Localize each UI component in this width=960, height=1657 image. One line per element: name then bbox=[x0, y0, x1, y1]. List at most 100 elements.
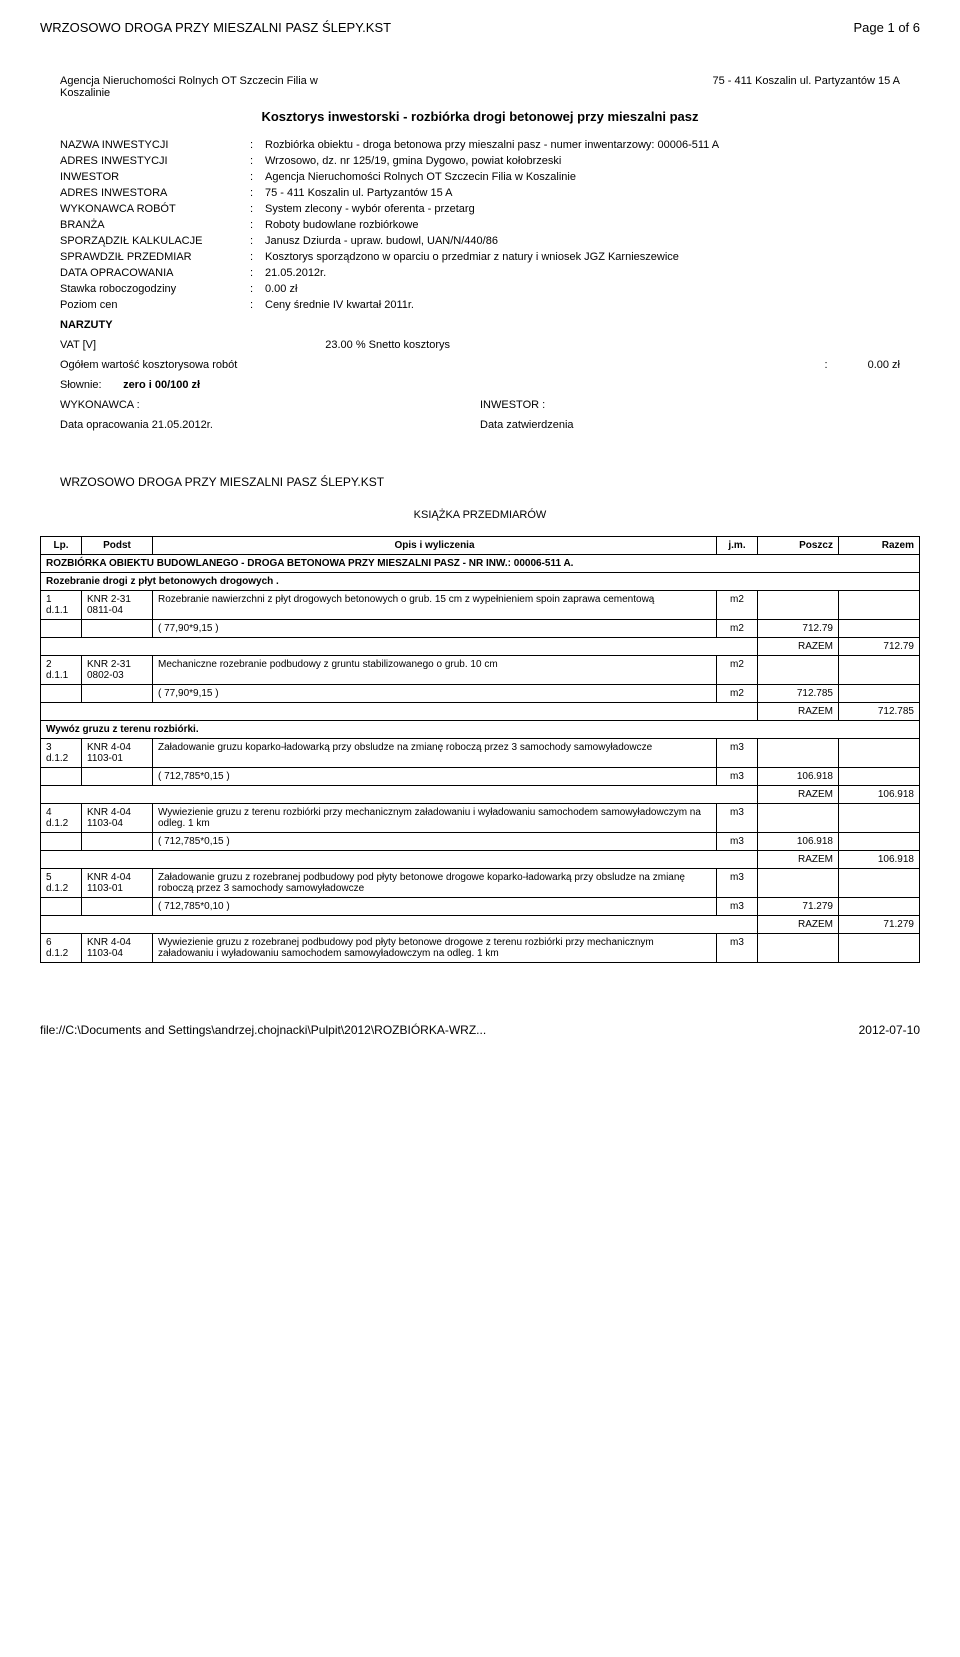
cell-poszcz: 712.79 bbox=[758, 620, 839, 638]
cell-poszcz: 71.279 bbox=[758, 898, 839, 916]
cell-podst: KNR 2-31 0802-03 bbox=[82, 656, 153, 685]
table-header-row: Lp. Podst Opis i wyliczenia j.m. Poszcz … bbox=[41, 537, 920, 555]
table-row: ( 712,785*0,10 ) m3 71.279 bbox=[41, 898, 920, 916]
razem-value: 106.918 bbox=[839, 786, 920, 804]
field-label: NAZWA INWESTYCJI bbox=[60, 139, 250, 151]
field-value: 75 - 411 Koszalin ul. Partyzantów 15 A bbox=[265, 187, 900, 199]
section-row: Wywóz gruzu z terenu rozbiórki. bbox=[41, 721, 920, 739]
field-value: Rozbiórka obiektu - droga betonowa przy … bbox=[265, 139, 900, 151]
wykonawca-label: WYKONAWCA : bbox=[60, 399, 480, 411]
th-poszcz: Poszcz bbox=[758, 537, 839, 555]
field-value: Wrzosowo, dz. nr 125/19, gmina Dygowo, p… bbox=[265, 155, 900, 167]
th-lp: Lp. bbox=[41, 537, 82, 555]
slownie-label: Słownie: bbox=[60, 379, 120, 391]
razem-label: RAZEM bbox=[758, 851, 839, 869]
field-label: WYKONAWCA ROBÓT bbox=[60, 203, 250, 215]
razem-row: RAZEM 106.918 bbox=[41, 786, 920, 804]
inwestor-date: Data zatwierdzenia bbox=[480, 419, 900, 431]
th-opis: Opis i wyliczenia bbox=[153, 537, 717, 555]
agency-addr: 75 - 411 Koszalin ul. Partyzantów 15 A bbox=[712, 75, 900, 99]
przedmiar-table: Lp. Podst Opis i wyliczenia j.m. Poszcz … bbox=[40, 536, 920, 963]
razem-row: RAZEM 71.279 bbox=[41, 916, 920, 934]
cell-poszcz bbox=[758, 591, 839, 620]
cell-lp: 2 d.1.1 bbox=[41, 656, 82, 685]
field-value: Roboty budowlane rozbiórkowe bbox=[265, 219, 900, 231]
field-value: System zlecony - wybór oferenta - przeta… bbox=[265, 203, 900, 215]
agency-block: Agencja Nieruchomości Rolnych OT Szczeci… bbox=[40, 75, 920, 99]
cell-jm: m2 bbox=[717, 685, 758, 703]
inwestor-label: INWESTOR : bbox=[480, 399, 900, 411]
cell-podst: KNR 4-04 1103-04 bbox=[82, 804, 153, 833]
razem-row: RAZEM 712.79 bbox=[41, 638, 920, 656]
table-row: ( 712,785*0,15 ) m3 106.918 bbox=[41, 833, 920, 851]
cell-poszcz: 712.785 bbox=[758, 685, 839, 703]
table-row: 1 d.1.1 KNR 2-31 0811-04 Rozebranie nawi… bbox=[41, 591, 920, 620]
cell-jm: m3 bbox=[717, 934, 758, 963]
cell-jm: m3 bbox=[717, 804, 758, 833]
slownie-row: Słownie: zero i 00/100 zł bbox=[40, 375, 920, 395]
field-label: Poziom cen bbox=[60, 299, 250, 311]
razem-value: 106.918 bbox=[839, 851, 920, 869]
cell-opis: Wywiezienie gruzu z terenu rozbiórki prz… bbox=[153, 804, 717, 833]
cell-opis: Załadowanie gruzu z rozebranej podbudowy… bbox=[153, 869, 717, 898]
field-label: BRANŻA bbox=[60, 219, 250, 231]
table-row: 3 d.1.2 KNR 4-04 1103-01 Załadowanie gru… bbox=[41, 739, 920, 768]
vat-value: 23.00 % Snetto kosztorys bbox=[250, 339, 450, 351]
cell-opis: ( 77,90*9,15 ) bbox=[153, 620, 717, 638]
razem-row: RAZEM 106.918 bbox=[41, 851, 920, 869]
section-row: Rozebranie drogi z płyt betonowych drogo… bbox=[41, 573, 920, 591]
cell-poszcz: 106.918 bbox=[758, 833, 839, 851]
field-value: Ceny średnie IV kwartał 2011r. bbox=[265, 299, 900, 311]
razem-label: RAZEM bbox=[758, 786, 839, 804]
cell-lp: 4 d.1.2 bbox=[41, 804, 82, 833]
field-value: Kosztorys sporządzono w oparciu o przedm… bbox=[265, 251, 900, 263]
agency-name: Agencja Nieruchomości Rolnych OT Szczeci… bbox=[60, 75, 360, 99]
slownie-value: zero i 00/100 zł bbox=[123, 379, 200, 391]
cell-poszcz: 106.918 bbox=[758, 768, 839, 786]
narzuty-label: NARZUTY bbox=[40, 315, 920, 335]
section-row: ROZBIÓRKA OBIEKTU BUDOWLANEGO - DROGA BE… bbox=[41, 555, 920, 573]
field-label: SPRAWDZIŁ PRZEDMIAR bbox=[60, 251, 250, 263]
header-left: WRZOSOWO DROGA PRZY MIESZALNI PASZ ŚLEPY… bbox=[40, 20, 391, 35]
cell-jm: m3 bbox=[717, 833, 758, 851]
th-razem: Razem bbox=[839, 537, 920, 555]
book-title: KSIĄŻKA PRZEDMIARÓW bbox=[40, 509, 920, 521]
razem-value: 712.785 bbox=[839, 703, 920, 721]
razem-label: RAZEM bbox=[758, 916, 839, 934]
cell-lp: 3 d.1.2 bbox=[41, 739, 82, 768]
section-text: Wywóz gruzu z terenu rozbiórki. bbox=[41, 721, 920, 739]
total-colon: : bbox=[825, 359, 828, 371]
cell-opis: Załadowanie gruzu koparko-ładowarką przy… bbox=[153, 739, 717, 768]
field-label: SPORZĄDZIŁ KALKULACJE bbox=[60, 235, 250, 247]
sign-row-dates: Data opracowania 21.05.2012r. Data zatwi… bbox=[40, 415, 920, 435]
table-row: 5 d.1.2 KNR 4-04 1103-01 Załadowanie gru… bbox=[41, 869, 920, 898]
total-value: 0.00 zł bbox=[868, 359, 900, 371]
cell-jm: m3 bbox=[717, 869, 758, 898]
cell-opis: Mechaniczne rozebranie podbudowy z grunt… bbox=[153, 656, 717, 685]
second-title: WRZOSOWO DROGA PRZY MIESZALNI PASZ ŚLEPY… bbox=[60, 475, 920, 489]
th-jm: j.m. bbox=[717, 537, 758, 555]
razem-value: 71.279 bbox=[839, 916, 920, 934]
cell-lp: 5 d.1.2 bbox=[41, 869, 82, 898]
razem-row: RAZEM 712.785 bbox=[41, 703, 920, 721]
vat-row: VAT [V] 23.00 % Snetto kosztorys bbox=[40, 335, 920, 355]
cell-lp: 1 d.1.1 bbox=[41, 591, 82, 620]
field-label: Stawka roboczogodziny bbox=[60, 283, 250, 295]
field-value: Janusz Dziurda - upraw. budowl, UAN/N/44… bbox=[265, 235, 900, 247]
cell-jm: m3 bbox=[717, 768, 758, 786]
field-label: INWESTOR bbox=[60, 171, 250, 183]
cell-jm: m2 bbox=[717, 620, 758, 638]
cell-podst: KNR 4-04 1103-01 bbox=[82, 869, 153, 898]
doc-title: Kosztorys inwestorski - rozbiórka drogi … bbox=[40, 109, 920, 124]
table-row: ( 77,90*9,15 ) m2 712.79 bbox=[41, 620, 920, 638]
field-label: DATA OPRACOWANIA bbox=[60, 267, 250, 279]
page-footer: file://C:\Documents and Settings\andrzej… bbox=[40, 1023, 920, 1037]
total-label: Ogółem wartość kosztorysowa robót bbox=[60, 359, 237, 371]
table-row: 4 d.1.2 KNR 4-04 1103-04 Wywiezienie gru… bbox=[41, 804, 920, 833]
cell-jm: m3 bbox=[717, 739, 758, 768]
vat-label: VAT [V] bbox=[60, 339, 250, 351]
section-text: ROZBIÓRKA OBIEKTU BUDOWLANEGO - DROGA BE… bbox=[41, 555, 920, 573]
cell-jm: m2 bbox=[717, 591, 758, 620]
footer-right: 2012-07-10 bbox=[859, 1023, 920, 1037]
field-label: ADRES INWESTORA bbox=[60, 187, 250, 199]
